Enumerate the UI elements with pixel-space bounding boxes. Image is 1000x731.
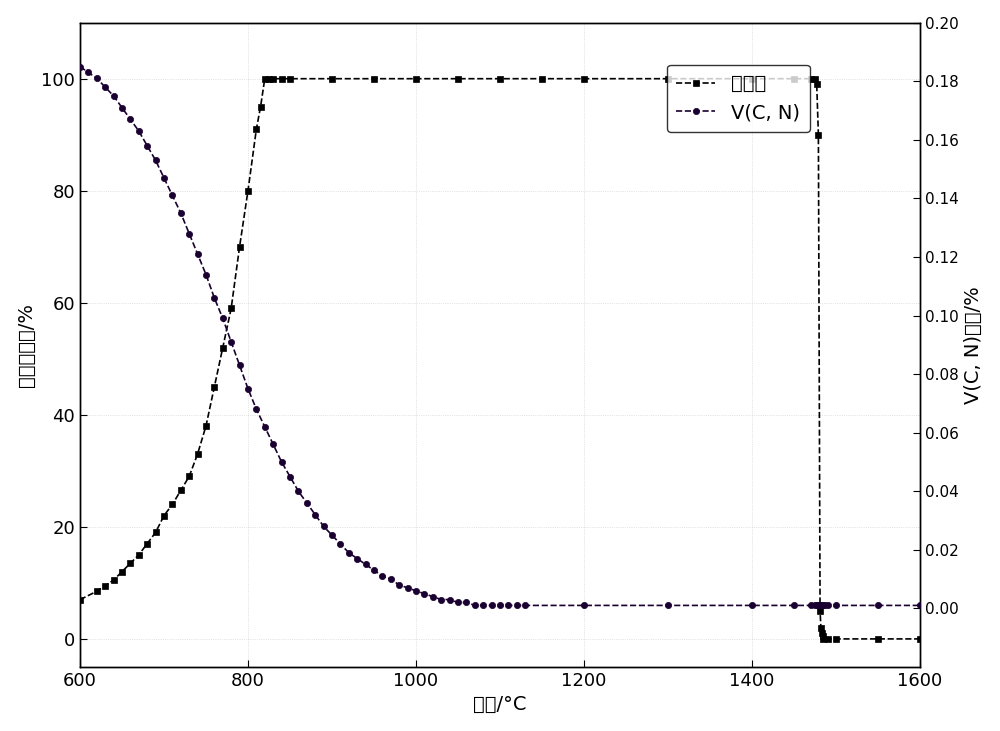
奥氏体: [788, 75, 800, 83]
奥氏体: [822, 635, 834, 643]
Y-axis label: V(C, N)含量/%: V(C, N)含量/%: [964, 286, 983, 404]
V(C, N): [208, 294, 220, 303]
V(C, N): [811, 601, 823, 610]
奥氏体: [536, 75, 548, 83]
奥氏体: [276, 75, 288, 83]
奥氏体: [494, 75, 506, 83]
奥氏体: [452, 75, 464, 83]
奥氏体: [814, 607, 826, 616]
奥氏体: [817, 635, 829, 643]
奥氏体: [805, 75, 817, 83]
奥氏体: [166, 500, 178, 509]
奥氏体: [175, 486, 187, 495]
奥氏体: [816, 629, 828, 637]
X-axis label: 温度/°C: 温度/°C: [473, 695, 527, 714]
奥氏体: [250, 125, 262, 134]
Line: 奥氏体: 奥氏体: [77, 75, 923, 642]
奥氏体: [183, 472, 195, 481]
Legend: 奥氏体, V(C, N): 奥氏体, V(C, N): [667, 64, 810, 132]
奥氏体: [158, 511, 170, 520]
奥氏体: [914, 635, 926, 643]
奥氏体: [872, 635, 884, 643]
奥氏体: [255, 102, 267, 111]
V(C, N): [74, 62, 86, 71]
奥氏体: [830, 635, 842, 643]
奥氏体: [150, 528, 162, 537]
奥氏体: [234, 243, 246, 251]
奥氏体: [208, 382, 220, 391]
奥氏体: [242, 186, 254, 195]
Y-axis label: 奥氏体含量/%: 奥氏体含量/%: [17, 303, 36, 387]
V(C, N): [469, 601, 481, 610]
奥氏体: [225, 304, 237, 313]
奥氏体: [116, 567, 128, 576]
奥氏体: [200, 422, 212, 431]
奥氏体: [91, 587, 103, 596]
奥氏体: [108, 576, 120, 585]
奥氏体: [368, 75, 380, 83]
奥氏体: [141, 539, 153, 548]
奥氏体: [746, 75, 758, 83]
V(C, N): [150, 156, 162, 164]
奥氏体: [811, 80, 823, 88]
奥氏体: [74, 595, 86, 604]
奥氏体: [124, 559, 136, 568]
奥氏体: [192, 450, 204, 458]
奥氏体: [133, 550, 145, 559]
奥氏体: [99, 581, 111, 590]
V(C, N): [250, 405, 262, 414]
V(C, N): [809, 601, 821, 610]
奥氏体: [815, 624, 827, 632]
奥氏体: [410, 75, 422, 83]
奥氏体: [662, 75, 674, 83]
奥氏体: [812, 130, 824, 139]
V(C, N): [393, 580, 405, 589]
奥氏体: [284, 75, 296, 83]
奥氏体: [267, 75, 279, 83]
奥氏体: [217, 344, 229, 352]
V(C, N): [914, 601, 926, 610]
奥氏体: [578, 75, 590, 83]
奥氏体: [259, 75, 271, 83]
奥氏体: [326, 75, 338, 83]
奥氏体: [817, 632, 829, 640]
Line: V(C, N): V(C, N): [77, 64, 923, 608]
奥氏体: [809, 75, 821, 83]
奥氏体: [263, 75, 275, 83]
